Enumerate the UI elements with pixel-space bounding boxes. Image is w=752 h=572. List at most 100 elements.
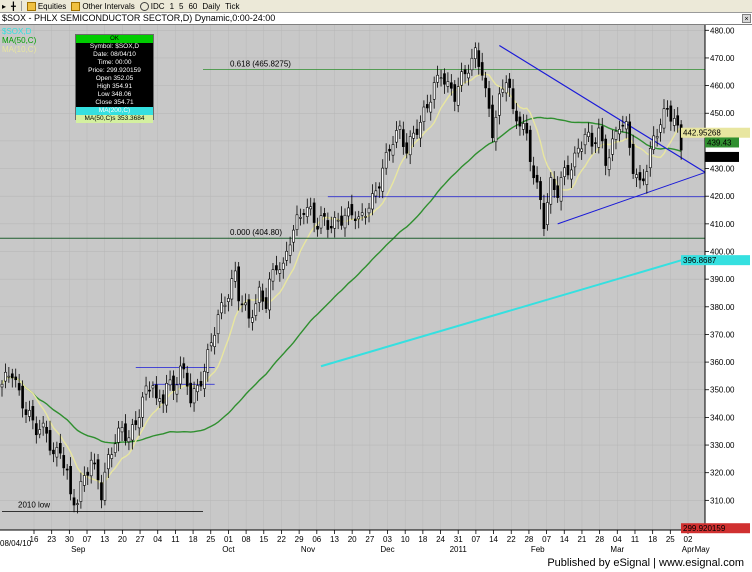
candle-body [487, 88, 491, 109]
candle-body [525, 123, 529, 134]
crosshair-icon[interactable]: ╋ [11, 1, 16, 11]
price-tick-label: 310.00 [710, 496, 735, 505]
interval-1-button[interactable]: 1 [170, 2, 174, 11]
candle-body [268, 278, 271, 311]
info-ma50: MA(50,C)s 353.3684 [76, 115, 153, 123]
date-tick-label: 01 [224, 535, 233, 544]
info-ma200: MA(200,C) [76, 107, 153, 115]
candle-body [395, 130, 398, 143]
date-tick-label: 18 [189, 535, 198, 544]
date-tick-label: 30 [65, 535, 74, 544]
candle-body [41, 422, 45, 428]
candle-body [4, 371, 7, 382]
candle-body [24, 409, 28, 415]
other-intervals-dropdown[interactable]: Other Intervals [71, 1, 135, 11]
candle-body [196, 385, 199, 393]
toolbar-separator [20, 1, 22, 11]
legend-ma10[interactable]: MA(10,C) [2, 45, 37, 54]
legend-symbol[interactable]: $SOX,D [2, 27, 32, 36]
candle-body [491, 104, 494, 139]
pointer-icon[interactable]: ▸ [2, 1, 7, 11]
clock-icon [139, 1, 149, 11]
candle-body [405, 142, 409, 154]
date-tick-label: 07 [83, 535, 92, 544]
candle-body [86, 471, 90, 476]
close-icon[interactable]: × [742, 14, 751, 23]
candles [0, 42, 683, 514]
price-tag-bg [681, 127, 750, 138]
price-tag-label: 299.920159 [683, 524, 726, 533]
interval-tick-label: Tick [225, 1, 240, 11]
candle-body [168, 379, 172, 386]
candle-body [38, 429, 42, 435]
legend-ma50[interactable]: MA(50,C) [2, 36, 37, 45]
fib-618-label: 0.618 (465.8275) [230, 59, 291, 68]
interval-5-button[interactable]: 5 [179, 2, 183, 11]
candle-body [364, 216, 367, 218]
candle-body [474, 47, 477, 59]
candle-body [148, 389, 151, 392]
candle-body [501, 88, 505, 93]
date-tick-label: 11 [631, 535, 640, 544]
candle-body [230, 278, 234, 300]
candle-body [254, 303, 258, 316]
candle-body [494, 117, 498, 143]
month-label: Dec [380, 545, 394, 554]
candle-body [436, 74, 439, 83]
candle-body [583, 133, 587, 146]
candle-body [439, 77, 443, 80]
candle-body [69, 466, 72, 495]
candle-body [34, 423, 38, 436]
candle-body [309, 206, 313, 210]
candle-body [518, 116, 522, 127]
candle-body [645, 171, 649, 185]
candle-body [611, 138, 614, 155]
price-tick-label: 340.00 [710, 413, 735, 422]
price-tick-label: 430.00 [710, 165, 735, 174]
candle-body [528, 129, 532, 162]
candle-body [573, 152, 577, 168]
date-tick-label: 31 [454, 535, 463, 544]
price-tick-label: 470.00 [710, 54, 735, 63]
candle-body [559, 177, 563, 202]
chart-title: $SOX - PHLX SEMICONDUCTOR SECTOR,D) Dyna… [2, 13, 276, 23]
date-tick-label: 27 [365, 535, 374, 544]
candle-body [648, 147, 652, 169]
candle-body [347, 207, 350, 217]
candle-body [110, 454, 114, 459]
date-tick-label: 29 [295, 535, 304, 544]
candle-body [371, 193, 374, 210]
interval-60-button[interactable]: 60 [188, 2, 197, 11]
candle-body [89, 459, 93, 477]
candle-body [124, 423, 127, 441]
month-label: Apr [682, 545, 695, 554]
candle-body [0, 383, 4, 388]
candle-body [460, 71, 463, 86]
candle-body [275, 265, 278, 271]
date-tick-label: 11 [171, 535, 180, 544]
candle-body [117, 427, 120, 443]
interval-daily-label: Daily [202, 1, 221, 11]
interval-daily-button[interactable]: Daily [202, 2, 220, 11]
candle-body [227, 298, 230, 302]
candle-body [31, 406, 35, 421]
candle-body [295, 214, 299, 230]
interval-idc-button[interactable]: IDC [139, 1, 165, 11]
candle-body [676, 115, 680, 126]
candle-body [213, 334, 216, 347]
candle-body [302, 213, 306, 215]
equities-label: Equities [37, 1, 67, 11]
candle-body [17, 383, 21, 391]
interval-tick-button[interactable]: Tick [225, 2, 239, 11]
date-tick-label: 28 [595, 535, 604, 544]
date-tick-label: 22 [507, 535, 516, 544]
equities-dropdown[interactable]: Equities [26, 1, 67, 11]
candle-body [220, 302, 223, 314]
price-tick-label: 370.00 [710, 330, 735, 339]
candle-body [546, 202, 549, 225]
price-tick-label: 320.00 [710, 469, 735, 478]
candle-body [384, 152, 388, 169]
candle-body [72, 497, 76, 506]
